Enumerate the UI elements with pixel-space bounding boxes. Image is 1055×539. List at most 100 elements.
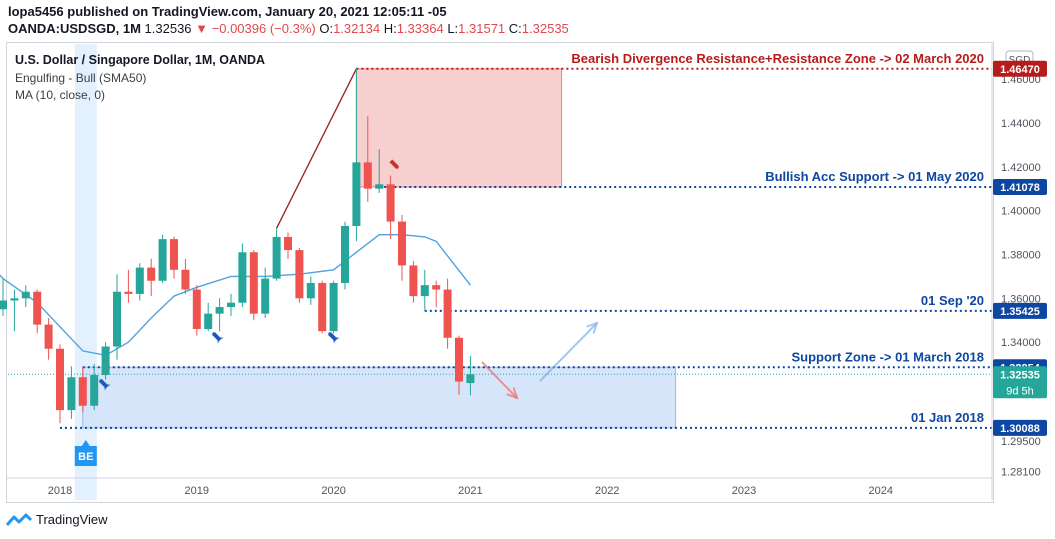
candle-body-31 bbox=[318, 282, 327, 332]
candle-body-38 bbox=[398, 221, 406, 266]
candle-body-10 bbox=[78, 377, 87, 406]
level-price-text-4: 1.30088 bbox=[1000, 423, 1040, 435]
level-label-1: Bullish Acc Support -> 01 May 2020 bbox=[765, 169, 984, 184]
y-tick-label: 1.46000 bbox=[1001, 74, 1041, 86]
rocket-icon-body bbox=[212, 332, 222, 342]
open-value: 1.32134 bbox=[333, 21, 381, 36]
y-tick-label: 1.38000 bbox=[1001, 249, 1041, 261]
up-arrow bbox=[539, 322, 598, 382]
candle-body-43 bbox=[455, 337, 463, 382]
tradingview-logo-icon bbox=[6, 513, 32, 526]
candle-body-22 bbox=[215, 307, 224, 314]
down-arrow bbox=[481, 361, 518, 399]
be-marker-label: BE bbox=[78, 451, 93, 463]
y-tick-label: 1.42000 bbox=[1001, 162, 1041, 174]
y-tick-label: 1.40000 bbox=[1001, 206, 1041, 218]
y-tick-label: 1.28100 bbox=[1001, 467, 1041, 479]
candle-body-3 bbox=[0, 300, 7, 310]
candle-body-11 bbox=[90, 375, 99, 406]
indicator-ma: MA (10, close, 0) bbox=[15, 88, 106, 102]
candle-body-35 bbox=[363, 162, 372, 189]
be-marker-badge bbox=[74, 440, 97, 466]
candle-body-28 bbox=[284, 236, 292, 251]
price-value: 1.32536 bbox=[144, 21, 192, 36]
open-label: O: bbox=[319, 21, 334, 36]
candle-body-16 bbox=[147, 267, 156, 281]
level-label-2: 01 Sep '20 bbox=[921, 293, 984, 308]
candle-body-15 bbox=[135, 267, 144, 294]
level-label-4: 01 Jan 2018 bbox=[911, 410, 984, 425]
candle-body-33 bbox=[341, 225, 349, 283]
candle-body-39 bbox=[409, 265, 418, 297]
ohlc-bar: OANDA:USDSGD, 1M 1.32536 ▼ −0.00396 (−0.… bbox=[8, 21, 569, 36]
candle-body-7 bbox=[44, 324, 53, 349]
countdown-text: 9d 5h bbox=[1006, 385, 1034, 397]
level-price-tag-2 bbox=[993, 302, 1047, 319]
up-arrow-head bbox=[586, 321, 599, 334]
symbol-label: OANDA:USDSGD, 1M bbox=[8, 21, 141, 36]
candle-body-23 bbox=[227, 302, 235, 308]
candle-body-12 bbox=[101, 346, 110, 376]
low-label: L: bbox=[447, 21, 459, 36]
y-tick-label: 1.29500 bbox=[1001, 436, 1041, 448]
level-price-tag-1 bbox=[993, 178, 1047, 195]
publish-info: lopa5456 published on TradingView.com, J… bbox=[8, 4, 447, 19]
candle-body-4 bbox=[10, 298, 19, 301]
level-price-tag-4 bbox=[993, 419, 1047, 436]
rocket-icon-fin bbox=[217, 337, 224, 344]
close-value: 1.32535 bbox=[521, 21, 569, 36]
x-tick-label-2023: 2023 bbox=[732, 485, 756, 497]
candle-body-34 bbox=[352, 162, 361, 226]
close-label: C: bbox=[508, 21, 522, 36]
rocket-icon-0 bbox=[212, 332, 224, 344]
chart-title: U.S. Dollar / Singapore Dollar, 1M, OAND… bbox=[15, 53, 266, 67]
candle-body-36 bbox=[375, 184, 384, 189]
candle-body-5 bbox=[21, 291, 30, 299]
candle-body-40 bbox=[420, 285, 429, 297]
x-tick-label-2019: 2019 bbox=[185, 485, 209, 497]
publish-text: lopa5456 published on TradingView.com, J… bbox=[8, 4, 447, 19]
candle-body-37 bbox=[386, 184, 395, 222]
y-tick-label: 1.34000 bbox=[1001, 337, 1041, 349]
down-arrow-head bbox=[506, 387, 519, 400]
rocket-icon-body bbox=[328, 332, 338, 342]
candle-body-27 bbox=[272, 236, 281, 279]
level-price-tag-0 bbox=[993, 60, 1047, 77]
candle-body-19 bbox=[181, 269, 190, 290]
rocket-down-icon bbox=[389, 159, 399, 169]
candle-body-21 bbox=[204, 313, 213, 329]
candle-body-25 bbox=[249, 252, 258, 314]
divergence-line bbox=[276, 68, 357, 229]
level-price-text-1: 1.41078 bbox=[1000, 182, 1040, 194]
candle-body-14 bbox=[124, 291, 133, 294]
support-zone bbox=[82, 366, 677, 429]
y-tick-label: 1.44000 bbox=[1001, 118, 1041, 130]
current-price-tag bbox=[993, 366, 1047, 399]
be-highlight-column bbox=[74, 44, 97, 500]
candle-body-8 bbox=[56, 348, 64, 411]
x-tick-label-2020: 2020 bbox=[321, 485, 345, 497]
rocket-icon-fin bbox=[104, 384, 111, 391]
candle-body-42 bbox=[443, 289, 452, 338]
level-label-0: Bearish Divergence Resistance+Resistance… bbox=[571, 51, 984, 66]
resistance-zone bbox=[355, 68, 563, 188]
candle-body-24 bbox=[238, 252, 247, 303]
level-label-3: Support Zone -> 01 March 2018 bbox=[791, 349, 984, 364]
candle-body-44 bbox=[466, 374, 475, 384]
candle-body-6 bbox=[33, 291, 42, 325]
candle-body-32 bbox=[329, 282, 338, 332]
candle-body-13 bbox=[113, 291, 121, 347]
x-tick-label-2021: 2021 bbox=[458, 485, 482, 497]
level-price-text-2: 1.35425 bbox=[1000, 306, 1040, 318]
current-price-text: 1.32535 bbox=[1000, 369, 1040, 381]
candle-body-9 bbox=[67, 377, 76, 411]
footer-brand[interactable]: TradingView bbox=[6, 512, 108, 527]
high-label: H: bbox=[383, 21, 397, 36]
x-tick-label-2022: 2022 bbox=[595, 485, 619, 497]
candle-body-29 bbox=[295, 250, 304, 299]
indicator-engulfing: Engulfing - Bull (SMA50) bbox=[15, 71, 147, 85]
footer-brand-label: TradingView bbox=[36, 512, 108, 527]
high-value: 1.33364 bbox=[396, 21, 444, 36]
level-price-text-0: 1.46470 bbox=[1000, 64, 1040, 76]
